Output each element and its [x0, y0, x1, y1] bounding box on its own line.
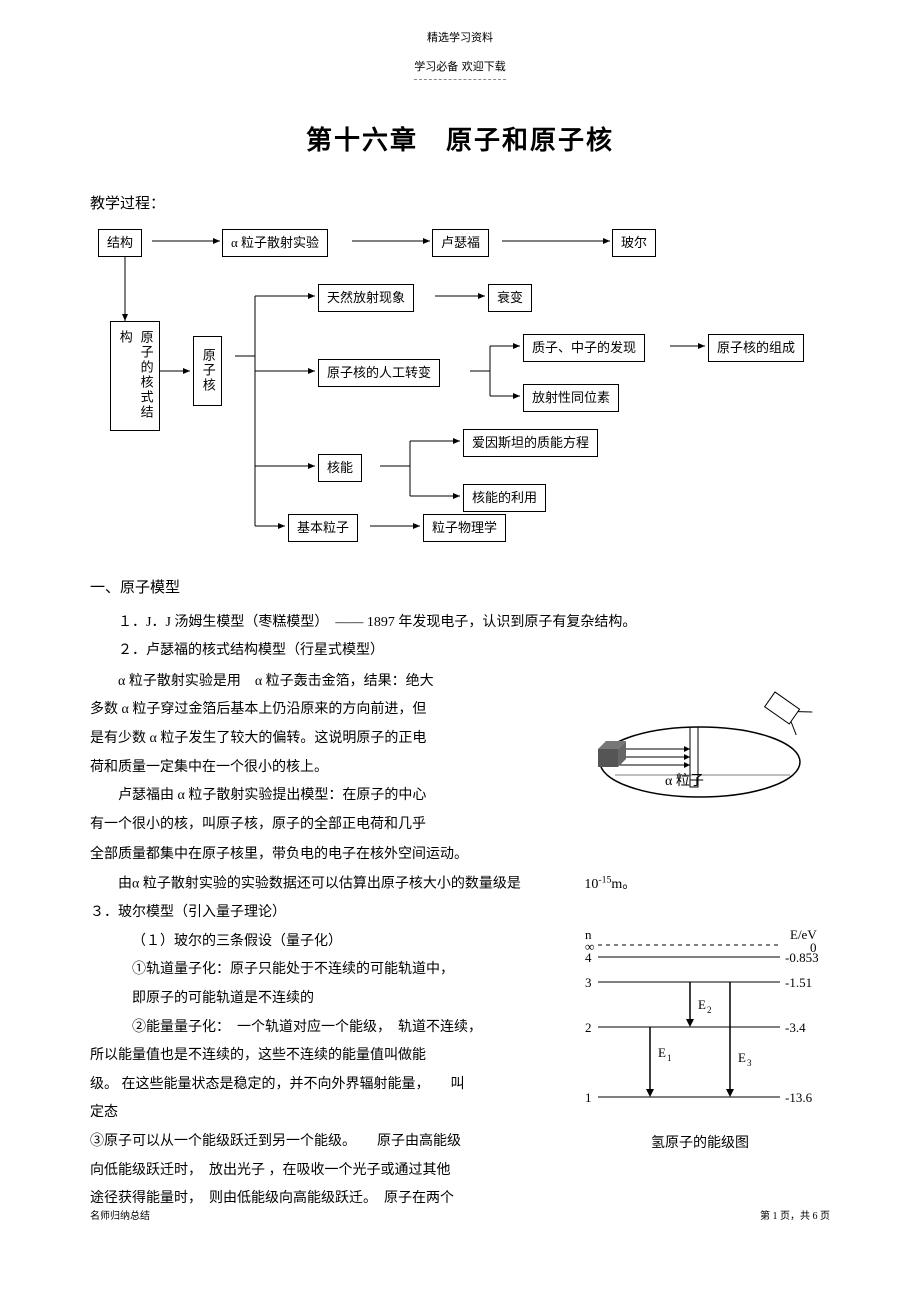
s1-p1: α 粒子散射实验是用 α 粒子轰击金箔，结果：绝大 [90, 669, 565, 696]
energy-diagram-svg: n ∞ E/eV 0 4 -0.853 3 -1.51 2 -3.4 1 -13… [570, 927, 830, 1117]
fc-einstein: 爱因斯坦的质能方程 [463, 429, 598, 458]
s1-p8-unit: m。 [611, 877, 636, 892]
energy-diagram-container: n ∞ E/eV 0 4 -0.853 3 -1.51 2 -3.4 1 -13… [570, 927, 830, 1156]
fc-nuclear-use: 核能的利用 [463, 484, 546, 513]
fc-elementary: 基本粒子 [288, 514, 358, 543]
fc-bohr: 玻尔 [612, 229, 656, 258]
svg-text:1: 1 [667, 1053, 672, 1063]
s1-p8-prefix: 由α 粒子散射实验的实验数据还可以估算出原子核大小的数量级是 [118, 877, 521, 892]
svg-text:E: E [738, 1050, 746, 1065]
s3-sub1: （１）玻尔的三条假设（量子化） [90, 929, 550, 956]
svg-text:E: E [658, 1045, 666, 1060]
s3-a2c: 级。 在这些能量状态是稳定的，并不向外界辐射能量， 叫 [90, 1072, 550, 1099]
fc-composition: 原子核的组成 [708, 334, 804, 363]
header-sub-right: 欢迎下载 [462, 59, 506, 77]
s1-p6: 有一个很小的核，叫原子核，原子的全部正电荷和几乎 [90, 812, 565, 839]
svg-text:1: 1 [585, 1090, 592, 1105]
flowchart-container: 结构 α 粒子散射实验 卢瑟福 玻尔 原子的核式结构 原子核 天然放射现象 衰变… [90, 226, 830, 546]
section1-item1: １．J．J 汤姆生模型（枣糕模型） —— 1897 年发现电子，认识到原子有复杂… [90, 610, 830, 637]
s3-a1: ①轨道量子化：原子只能处于不连续的可能轨道中， [90, 957, 550, 984]
footer-right: 第 1 页，共 6 页 [760, 1209, 830, 1225]
svg-text:-1.51: -1.51 [785, 975, 812, 990]
fc-artificial: 原子核的人工转变 [318, 359, 440, 388]
scatter-diagram: α 粒子 [580, 677, 830, 817]
svg-text:2: 2 [707, 1005, 712, 1015]
s3-a1b: 即原子的可能轨道是不连续的 [90, 986, 550, 1013]
chapter-title: 第十六章 原子和原子核 [90, 120, 830, 162]
footer: 名师归纳总结 第 1 页，共 6 页 [90, 1209, 830, 1225]
footer-left: 名师归纳总结 [90, 1209, 150, 1225]
fc-radio-isotope: 放射性同位素 [523, 384, 619, 413]
alpha-label: α 粒子 [665, 773, 704, 789]
section1-item2: ２．卢瑟福的核式结构模型（行星式模型） [90, 638, 830, 665]
s1-p2: 多数 α 粒子穿过金箔后基本上仍沿原来的方向前进，但 [90, 697, 565, 724]
s1-p8: 由α 粒子散射实验的实验数据还可以估算出原子核大小的数量级是 10-15m。 [90, 871, 830, 898]
s1-p5: 卢瑟福由 α 粒子散射实验提出模型：在原子的中心 [90, 783, 565, 810]
svg-text:2: 2 [585, 1020, 592, 1035]
fc-rutherford: 卢瑟福 [432, 229, 489, 258]
s1-p4: 荷和质量一定集中在一个很小的核上。 [90, 755, 565, 782]
s3-a3: ③原子可以从一个能级跃迁到另一个能级。 原子由高能级 [90, 1129, 550, 1156]
s1-p3: 是有少数 α 粒子发生了较大的偏转。这说明原子的正电 [90, 726, 565, 753]
s3-a3b: 向低能级跃迁时， 放出光子 ，在吸收一个光子或通过其他 [90, 1158, 550, 1185]
s1-p7: 全部质量都集中在原子核里，带负电的电子在核外空间运动。 [90, 842, 830, 869]
fc-proton-neutron: 质子、中子的发现 [523, 334, 645, 363]
s3-a2: ②能量量子化： 一个轨道对应一个能级， 轨道不连续， [90, 1015, 550, 1042]
svg-text:-0.853: -0.853 [785, 950, 819, 965]
header-sub-left: 学习必备 [414, 59, 458, 77]
fc-nucleus-struct: 原子的核式结构 [110, 321, 160, 431]
svg-text:-3.4: -3.4 [785, 1020, 806, 1035]
energy-caption: 氢原子的能级图 [570, 1133, 830, 1155]
section3-heading: ３．玻尔模型（引入量子理论） [90, 900, 830, 927]
svg-text:3: 3 [585, 975, 592, 990]
fc-particle-physics: 粒子物理学 [423, 514, 506, 543]
section1-heading: 一、原子模型 [90, 576, 830, 600]
s3-a2d: 定态 [90, 1100, 550, 1127]
svg-text:-13.6: -13.6 [785, 1090, 813, 1105]
fc-nuclear-energy: 核能 [318, 454, 362, 483]
svg-text:3: 3 [747, 1058, 752, 1068]
fc-natural-radio: 天然放射现象 [318, 284, 414, 313]
header-sub-container: 学习必备 欢迎下载 [90, 56, 830, 80]
fc-alpha-exp: α 粒子散射实验 [222, 229, 328, 258]
s1-p8-exp: -15 [598, 874, 611, 885]
svg-text:E: E [698, 997, 706, 1012]
fc-nucleus: 原子核 [193, 336, 222, 406]
fc-structure: 结构 [98, 229, 142, 258]
s1-p8-value: 10 [584, 877, 598, 892]
fc-decay: 衰变 [488, 284, 532, 313]
svg-text:4: 4 [585, 950, 592, 965]
header-top: 精选学习资料 [90, 30, 830, 48]
s3-a2b: 所以能量值也是不连续的，这些不连续的能量值叫做能 [90, 1043, 550, 1070]
process-label: 教学过程： [90, 192, 830, 216]
